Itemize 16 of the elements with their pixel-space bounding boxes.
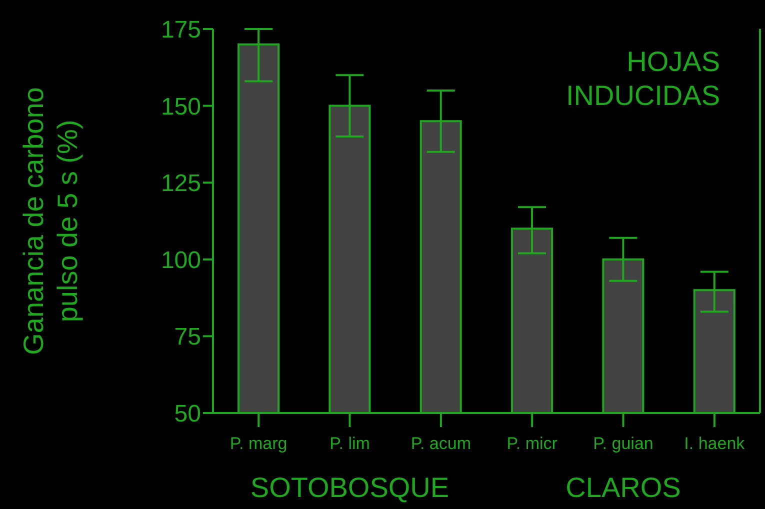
annotation: HOJAS INDUCIDAS: [566, 46, 720, 111]
x-tick-label: P. marg: [230, 434, 288, 453]
x-tick-label: P. lim: [330, 434, 370, 453]
x-tick-label: P. guian: [593, 434, 654, 453]
y-axis-title: Ganancia de carbono pulso de 5 s (%): [18, 87, 83, 355]
x-tick-label: I. haenk: [684, 434, 746, 453]
y-tick-label: 50: [174, 400, 201, 428]
text: SOTOBOSQUE: [250, 472, 450, 503]
y-tick-label: 125: [160, 170, 201, 198]
text: CLAROS: [566, 472, 681, 503]
y-tick-label: 150: [160, 93, 201, 120]
y-tick-label: 75: [174, 324, 201, 351]
x-tick-label: P. micr: [506, 434, 558, 453]
y-tick-label: 175: [160, 16, 201, 44]
y-tick-label: 100: [160, 246, 201, 274]
x-tick-label: P. acum: [410, 434, 472, 453]
